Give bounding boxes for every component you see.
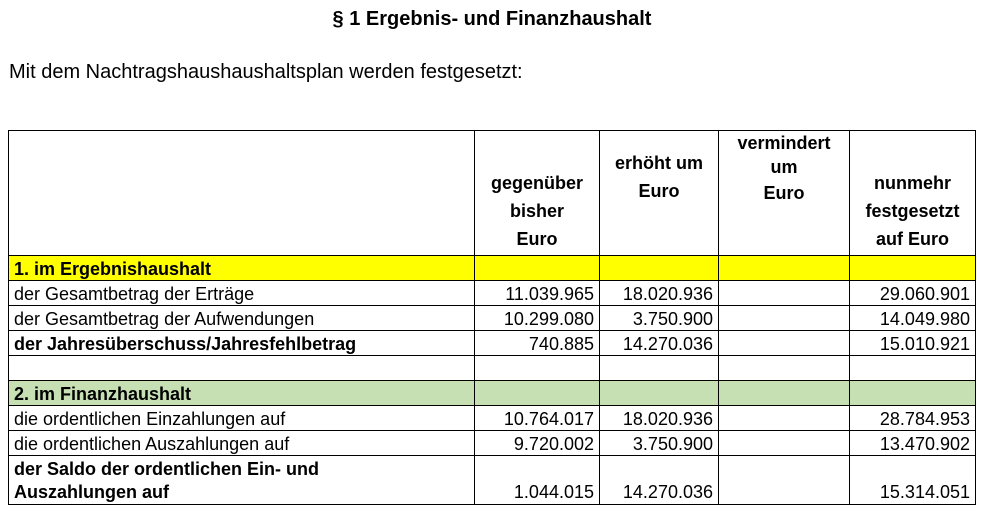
- page-title: § 1 Ergebnis- und Finanzhaushalt: [332, 8, 652, 30]
- budget-table: gegenüber bisher Euro erhöht um Euro ver…: [8, 130, 976, 505]
- row-label: die ordentlichen Auszahlungen auf: [8, 430, 475, 456]
- cell-nunmehr: 28.784.953: [849, 405, 976, 431]
- section-row-finanzhaushalt: 2. im Finanzhaushalt: [8, 380, 976, 406]
- cell-nunmehr: 13.470.902: [849, 430, 976, 456]
- header-nunmehr-line1: nunmehr: [873, 173, 951, 193]
- cell-erhoeht: 18.020.936: [599, 280, 719, 306]
- cell-erhoeht: 3.750.900: [599, 430, 719, 456]
- row-label-line2: Auszahlungen auf: [14, 482, 170, 502]
- header-bisher: gegenüber bisher Euro: [474, 130, 600, 256]
- cell-bisher: 1.044.015: [474, 455, 600, 505]
- cell-bisher: 9.720.002: [474, 430, 600, 456]
- row-label: der Gesamtbetrag der Aufwendungen: [8, 305, 475, 331]
- row-label: die ordentlichen Einzahlungen auf: [8, 405, 475, 431]
- header-erhoeht: erhöht um Euro: [599, 130, 719, 256]
- cell-vermindert: [718, 430, 850, 456]
- header-erhoeht-line2: Euro: [638, 181, 680, 201]
- table-row: die ordentlichen Auszahlungen auf 9.720.…: [8, 430, 976, 456]
- cell-vermindert: [718, 455, 850, 505]
- row-label: der Gesamtbetrag der Erträge: [8, 280, 475, 306]
- table-header-row: gegenüber bisher Euro erhöht um Euro ver…: [8, 130, 976, 256]
- header-nunmehr-line2: festgesetzt: [865, 201, 960, 221]
- cell-erhoeht: 18.020.936: [599, 405, 719, 431]
- table-row: der Gesamtbetrag der Aufwendungen 10.299…: [8, 305, 976, 331]
- cell-vermindert: [718, 405, 850, 431]
- header-bisher-line1: gegenüber: [490, 173, 583, 193]
- header-vermindert-line1: vermindert: [737, 133, 831, 153]
- cell-bisher: 11.039.965: [474, 280, 600, 306]
- spacer-row: [8, 355, 976, 381]
- row-label: der Saldo der ordentlichen Ein- und Ausz…: [8, 455, 475, 505]
- table-row: die ordentlichen Einzahlungen auf 10.764…: [8, 405, 976, 431]
- row-label: der Jahresüberschuss/Jahresfehlbetrag: [8, 330, 475, 356]
- cell-nunmehr: 15.314.051: [849, 455, 976, 505]
- cell-erhoeht: 14.270.036: [599, 330, 719, 356]
- header-erhoeht-line1: erhöht um: [615, 153, 703, 173]
- cell-bisher: 740.885: [474, 330, 600, 356]
- cell-vermindert: [718, 305, 850, 331]
- cell-nunmehr: 14.049.980: [849, 305, 976, 331]
- cell-nunmehr: 29.060.901: [849, 280, 976, 306]
- section-row-ergebnishaushalt: 1. im Ergebnishaushalt: [8, 255, 976, 281]
- cell-bisher: 10.299.080: [474, 305, 600, 331]
- header-bisher-line3: Euro: [516, 229, 558, 249]
- cell-vermindert: [718, 330, 850, 356]
- table-row: der Gesamtbetrag der Erträge 11.039.965 …: [8, 280, 976, 306]
- header-vermindert-line2: um: [770, 157, 798, 177]
- header-nunmehr: nunmehr festgesetzt auf Euro: [849, 130, 976, 256]
- header-vermindert-line3: Euro: [763, 183, 805, 203]
- header-label-cell: [8, 130, 475, 256]
- cell-erhoeht: 3.750.900: [599, 305, 719, 331]
- cell-erhoeht: 14.270.036: [599, 455, 719, 505]
- section-label: 1. im Ergebnishaushalt: [8, 255, 475, 281]
- header-vermindert: vermindert um Euro: [718, 130, 850, 256]
- header-bisher-line2: bisher: [509, 201, 565, 221]
- section-label: 2. im Finanzhaushalt: [8, 380, 475, 406]
- cell-nunmehr: 15.010.921: [849, 330, 976, 356]
- intro-text: Mit dem Nachtragshaushaushaltsplan werde…: [9, 61, 523, 83]
- table-row: der Jahresüberschuss/Jahresfehlbetrag 74…: [8, 330, 976, 356]
- header-nunmehr-line3: auf Euro: [875, 229, 949, 249]
- table-row: der Saldo der ordentlichen Ein- und Ausz…: [8, 455, 976, 505]
- row-label-line1: der Saldo der ordentlichen Ein- und: [14, 459, 320, 479]
- cell-bisher: 10.764.017: [474, 405, 600, 431]
- cell-vermindert: [718, 280, 850, 306]
